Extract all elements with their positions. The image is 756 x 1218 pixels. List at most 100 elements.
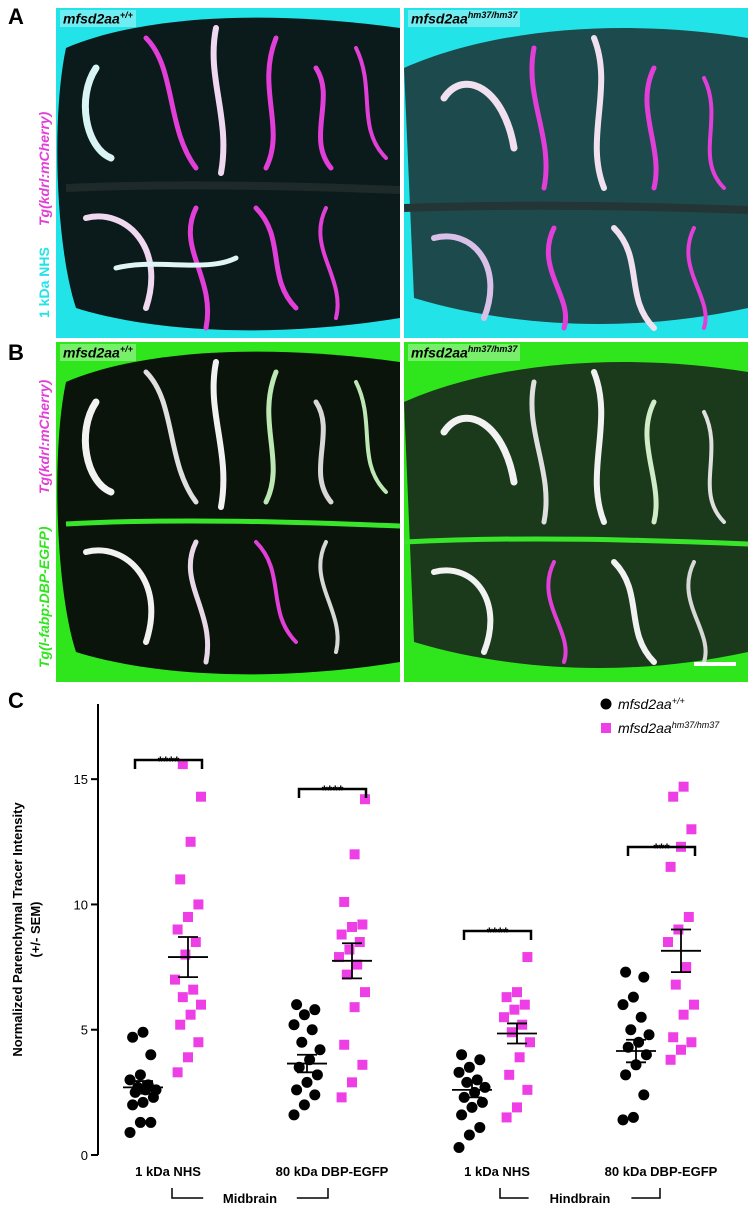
image-b-mutant: mfsd2aahm37/hm37: [404, 342, 748, 682]
image-a-wildtype: mfsd2aa+/+: [56, 8, 400, 338]
mutant-point: [360, 794, 370, 805]
mutant-point: [514, 1052, 525, 1063]
mutant-point: [681, 962, 692, 973]
mutant-point: [670, 979, 681, 990]
brain-image-a-left: [56, 8, 400, 338]
mutant-point: [504, 1069, 515, 1080]
mutant-point: [512, 1102, 522, 1113]
wildtype-point: [306, 1024, 318, 1036]
genotype-label-a-right: mfsd2aahm37/hm37: [408, 10, 521, 27]
wildtype-point: [291, 1084, 303, 1096]
mutant-point: [668, 1032, 679, 1043]
mutant-point: [339, 896, 350, 907]
wildtype-point: [643, 1029, 655, 1041]
mutant-point: [501, 992, 512, 1003]
genotype-label-b-right: mfsd2aahm37/hm37: [408, 344, 521, 361]
wildtype-point: [298, 1099, 310, 1111]
y-axis-label-sem: (+/- SEM): [28, 902, 43, 958]
wildtype-point: [635, 1011, 647, 1023]
side-label-a-reporter: Tg(kdrl:mCherry): [36, 111, 52, 226]
significance-bracket: [462, 929, 533, 940]
scale-bar: [694, 662, 736, 666]
significance-label: ****: [158, 753, 180, 769]
wildtype-point: [314, 1044, 326, 1056]
y-tick-label: 0: [81, 1148, 88, 1163]
mutant-point: [517, 1019, 528, 1030]
mutant-point: [172, 924, 183, 935]
wildtype-point: [620, 1069, 632, 1081]
image-b-wildtype: mfsd2aa+/+: [56, 342, 400, 682]
mutant-point: [678, 781, 689, 792]
mutant-point: [678, 1009, 689, 1020]
mutant-point: [360, 987, 370, 998]
y-tick-label: 5: [81, 1023, 88, 1038]
wildtype-point: [466, 1101, 478, 1113]
wildtype-point: [309, 1089, 321, 1101]
mutant-point: [185, 1009, 196, 1020]
genotype-label-a-left: mfsd2aa+/+: [60, 10, 136, 27]
legend-label-sup: hm37/hm37: [672, 720, 721, 730]
group-bracket-right: [631, 1188, 661, 1199]
wildtype-point: [469, 1086, 481, 1098]
mutant-point: [339, 1039, 350, 1050]
mutant-point: [665, 861, 676, 872]
significance-bracket: [626, 845, 697, 856]
significance-label: ***: [653, 840, 670, 856]
wildtype-point: [137, 1096, 149, 1108]
mutant-point: [349, 849, 360, 860]
x-axis-labels: 1 kDa NHS 80 kDa DBP-EGFP 1 kDa NHS 80 kDa …: [135, 1164, 718, 1206]
legend-marker-square: [601, 723, 611, 733]
wildtype-point: [638, 1089, 650, 1101]
mutant-point: [665, 1054, 676, 1065]
significance-label: ****: [322, 782, 344, 798]
mutant-point: [180, 949, 191, 960]
mutant-point: [341, 969, 352, 980]
wildtype-point: [453, 1066, 465, 1078]
significance-bracket: [133, 758, 204, 769]
mutant-point: [175, 1019, 186, 1030]
mutant-point: [663, 937, 673, 948]
wildtype-point: [463, 1129, 475, 1141]
mutant-point: [334, 952, 344, 963]
wildtype-point: [620, 966, 632, 978]
group-label: Midbrain: [223, 1191, 277, 1206]
wildtype-point: [137, 1026, 149, 1038]
wildtype-point: [145, 1116, 157, 1128]
wildtype-point: [311, 1069, 323, 1081]
mutant-point: [183, 1052, 193, 1063]
mutant-point: [522, 952, 533, 963]
significance-bracket: [297, 787, 368, 798]
wildtype-point: [301, 1076, 313, 1088]
mutant-point: [686, 1037, 697, 1048]
wildtype-point: [638, 971, 650, 983]
image-a-mutant: mfsd2aahm37/hm37: [404, 8, 748, 338]
wildtype-point: [127, 1099, 139, 1111]
mutant-point: [522, 1084, 533, 1095]
wildtype-point: [453, 1141, 465, 1153]
group-bracket-left: [171, 1188, 204, 1199]
y-tick-label: 15: [74, 772, 88, 787]
mutant-point: [344, 944, 355, 955]
mutant-point: [175, 874, 186, 885]
wildtype-point: [474, 1121, 486, 1133]
mutant-point: [349, 1002, 360, 1013]
mutant-point: [357, 1059, 368, 1070]
mutant-point: [354, 937, 365, 948]
wildtype-point: [463, 1061, 475, 1073]
mutant-point: [347, 1077, 357, 1088]
mutant-point: [686, 824, 697, 835]
mutant-point: [525, 1037, 535, 1048]
genotype-label-b-left: mfsd2aa+/+: [60, 344, 136, 361]
mutant-point: [357, 919, 368, 930]
x-category-label: 80 kDa DBP-EGFP: [276, 1164, 389, 1179]
mutant-point: [170, 974, 180, 985]
brain-image-a-right: [404, 8, 748, 338]
wildtype-point: [627, 991, 639, 1003]
wildtype-point: [476, 1096, 488, 1108]
side-label-a-tracer: 1 kDa NHS: [36, 247, 52, 318]
brain-image-b-left: [56, 342, 400, 682]
wildtype-point: [288, 1109, 300, 1121]
mutant-point: [172, 1067, 183, 1078]
wildtype-point: [124, 1126, 136, 1138]
